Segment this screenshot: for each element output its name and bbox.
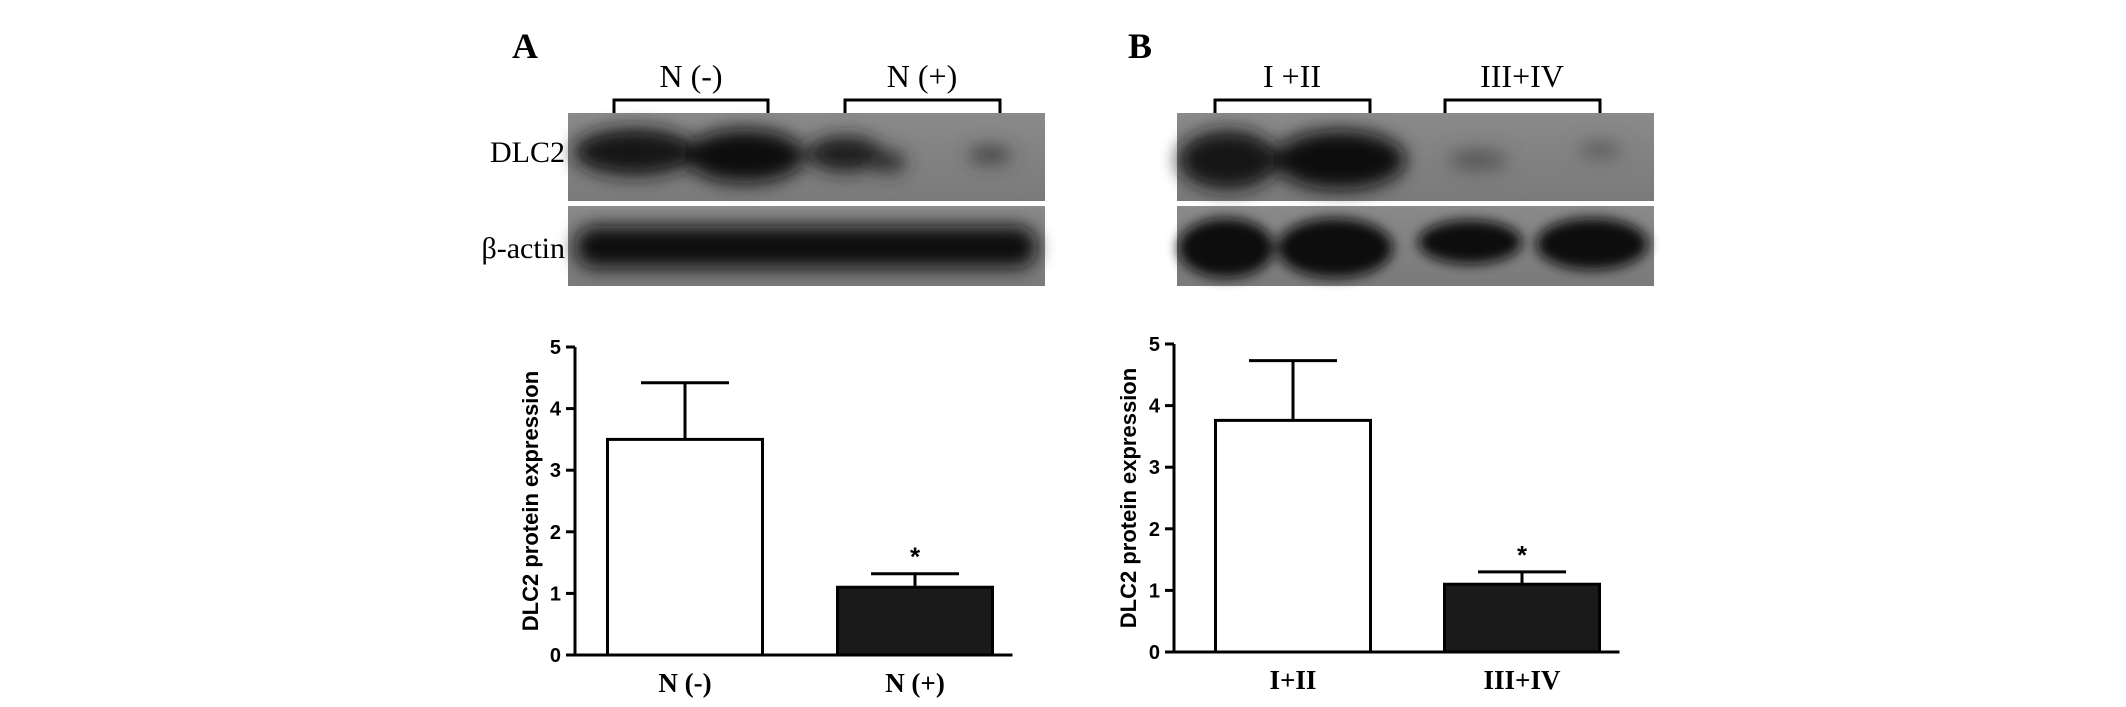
bar-second <box>1443 582 1601 654</box>
category-label: N (+) <box>885 668 945 698</box>
bar-first <box>1214 418 1372 654</box>
significance-marker: * <box>910 542 921 572</box>
y-tick-label: 2 <box>550 522 561 544</box>
group-label-i-ii: I +II <box>1263 58 1321 94</box>
y-tick-label: 2 <box>1149 519 1160 541</box>
y-tick-label: 0 <box>1149 642 1160 664</box>
category-label: III+IV <box>1484 665 1561 695</box>
y-tick-label: 5 <box>1149 334 1160 356</box>
y-tick-label: 1 <box>550 583 561 605</box>
panel-b: B I +II III+IV <box>1128 26 1654 286</box>
row-label-dlc2: DLC2 <box>490 136 565 169</box>
chart-b: 0 1 2 3 4 5 DLC2 protein expression I+II * III+IV <box>1116 334 1620 695</box>
actin-bands-b <box>1178 218 1648 278</box>
y-axis-label: DLC2 protein expression <box>518 371 543 631</box>
bar-second <box>836 585 994 657</box>
panel-a-group-brackets: N (-) N (+) <box>612 58 1002 114</box>
actin-bands <box>575 226 1037 268</box>
group-label-n-minus: N (-) <box>659 58 722 94</box>
y-tick-label: 3 <box>1149 457 1160 479</box>
y-tick-label: 4 <box>1149 396 1161 418</box>
significance-marker: * <box>1517 540 1528 570</box>
category-label: I+II <box>1270 665 1317 695</box>
y-tick-label: 3 <box>550 460 561 482</box>
panel-a: A N (-) N (+) DLC2 β-actin <box>481 26 1045 286</box>
chart-a: 0 1 2 3 4 5 DLC2 protein expression N (-) * N (+) <box>518 337 1013 698</box>
dlc2-bands <box>573 128 1012 183</box>
bracket-i-ii <box>1213 98 1372 114</box>
y-tick-label: 5 <box>550 337 561 359</box>
row-label-actin: β-actin <box>481 232 565 265</box>
panel-a-blot <box>568 113 1045 286</box>
group-label-iii-iv: III+IV <box>1480 58 1564 94</box>
panel-b-blot <box>1177 113 1654 286</box>
bracket-n-minus <box>612 98 770 114</box>
bar-first <box>606 437 764 657</box>
y-tick-label: 1 <box>1149 580 1160 602</box>
group-label-n-plus: N (+) <box>887 58 957 94</box>
bracket-n-plus <box>843 98 1002 114</box>
y-tick-label: 0 <box>550 645 561 667</box>
y-axis-label: DLC2 protein expression <box>1116 368 1141 628</box>
panel-b-group-brackets: I +II III+IV <box>1213 58 1602 114</box>
panel-a-letter: A <box>512 26 538 66</box>
category-label: N (-) <box>658 668 711 698</box>
y-tick-label: 4 <box>550 399 562 421</box>
dlc2-bands-b <box>1178 130 1622 190</box>
bracket-iii-iv <box>1443 98 1602 114</box>
panel-b-letter: B <box>1128 26 1152 66</box>
